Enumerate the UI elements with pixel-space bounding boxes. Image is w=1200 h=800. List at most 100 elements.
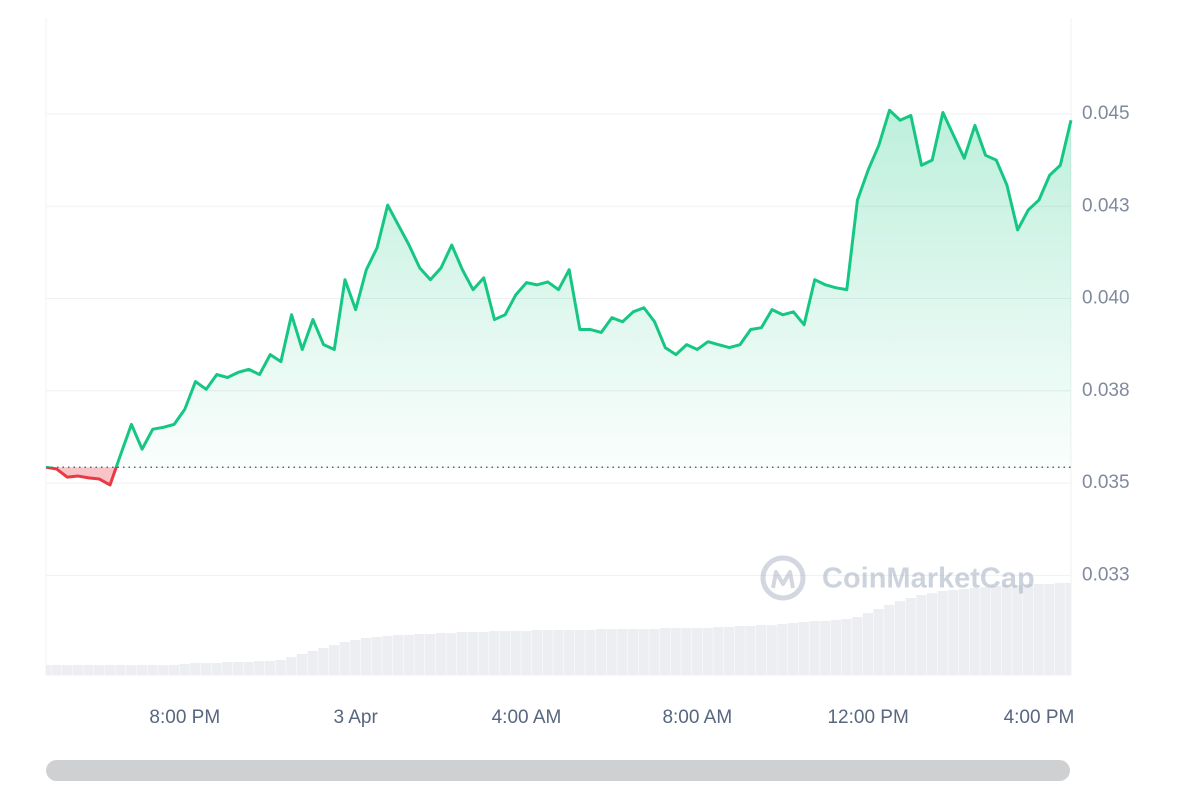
volume-bar (254, 661, 265, 675)
volume-bar (521, 631, 532, 675)
volume-bar (1065, 583, 1071, 675)
volume-bar (360, 638, 372, 675)
volume-bar (766, 625, 777, 675)
volume-bar (734, 626, 745, 675)
volume-bar (126, 665, 137, 675)
y-tick-label: 0.045 (1082, 103, 1130, 124)
volume-bar (211, 663, 222, 675)
volume-bar (115, 665, 126, 675)
volume-bar (723, 627, 735, 675)
volume-bar (926, 593, 938, 675)
volume-bar (371, 637, 382, 675)
volume-bar (958, 589, 970, 675)
volume-bar (1012, 585, 1023, 675)
volume-bar (969, 588, 980, 675)
watermark: CoinMarketCap (822, 563, 1035, 595)
volume-bar (606, 629, 617, 675)
volume-bar (243, 662, 254, 675)
volume-bar (702, 628, 713, 675)
volume-bar (595, 629, 607, 675)
volume-bar (318, 648, 329, 675)
price-line (45, 108, 1073, 487)
volume-bar (286, 657, 297, 675)
volume-bar (51, 665, 62, 675)
volume-bar (328, 645, 340, 675)
volume-bar (884, 605, 895, 675)
volume-bar (553, 630, 564, 675)
volume-bar (1044, 584, 1055, 675)
volume-bar (435, 633, 446, 675)
volume-bar (894, 601, 906, 675)
volume-bar (905, 598, 916, 675)
volume-bar (1054, 583, 1066, 675)
volume-bar (638, 629, 649, 675)
volume-bar (670, 628, 681, 675)
volume-bar (62, 665, 73, 675)
volume-bar (937, 591, 948, 675)
y-tick-label: 0.043 (1082, 195, 1130, 216)
volume-bar (94, 665, 105, 675)
volume-bar (499, 631, 510, 675)
volume-bar (531, 630, 542, 675)
volume-bar (873, 609, 884, 675)
volume-bar (809, 621, 820, 675)
volume-bar (350, 640, 361, 675)
volume-bar (830, 620, 841, 675)
volume-bar (948, 590, 959, 675)
volume-bar (275, 660, 286, 675)
volume-bar (1001, 585, 1012, 675)
volume-bar (393, 635, 404, 675)
volume-bar (862, 613, 873, 675)
volume-bar (307, 651, 318, 675)
volume-bar (467, 632, 478, 675)
volume-bar (627, 629, 639, 675)
volume-bar (232, 662, 244, 675)
x-tick-label: 3 Apr (333, 707, 378, 728)
volume-bar (457, 632, 468, 675)
volume-bar (574, 630, 585, 675)
x-tick-label: 12:00 PM (827, 707, 908, 728)
scrollbar[interactable] (46, 760, 1070, 781)
volume-bar (852, 617, 863, 675)
volume-bar (681, 628, 692, 675)
volume-bar (1022, 584, 1034, 675)
volume-bar (788, 623, 799, 675)
volume-bar (168, 665, 179, 675)
volume-bar (798, 622, 809, 675)
volume-bar (489, 631, 500, 675)
volume-bar (83, 665, 94, 675)
volume-bar (200, 663, 211, 675)
volume-bar (980, 587, 991, 675)
volume-bar (617, 629, 628, 675)
volume-bar (190, 663, 201, 675)
x-tick-label: 4:00 AM (492, 707, 562, 728)
volume-bar (1033, 584, 1044, 675)
volume-bar (382, 636, 393, 675)
volume-bar (585, 630, 596, 675)
volume-bar (542, 630, 553, 675)
x-tick-label: 8:00 PM (149, 707, 220, 728)
volume-bar (425, 634, 436, 675)
volume-bar (403, 635, 414, 675)
volume-bar (136, 665, 147, 675)
volume-bar (916, 595, 927, 675)
y-tick-label: 0.040 (1082, 288, 1130, 309)
y-tick-label: 0.033 (1082, 564, 1130, 585)
volume-bar (777, 624, 788, 675)
volume-bar (820, 621, 831, 675)
volume-bar (414, 634, 425, 675)
y-tick-label: 0.038 (1082, 380, 1130, 401)
volume-bar (147, 665, 158, 675)
volume-bar (46, 665, 51, 675)
volume-bar (104, 665, 115, 675)
volume-bar (339, 642, 350, 675)
volume-bar (990, 586, 1002, 675)
volume-bar (691, 628, 703, 675)
volume-bar (649, 629, 660, 675)
volume-bar (72, 665, 83, 675)
price-area (46, 110, 1071, 485)
volume-bar (296, 654, 308, 675)
x-tick-label: 8:00 AM (662, 707, 732, 728)
volume-bar (179, 664, 190, 675)
